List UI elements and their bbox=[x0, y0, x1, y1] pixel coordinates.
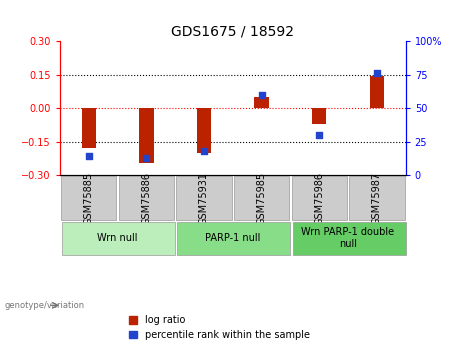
Bar bbox=[370, 76, 384, 108]
Legend: log ratio, percentile rank within the sample: log ratio, percentile rank within the sa… bbox=[130, 315, 310, 340]
Text: GSM75885: GSM75885 bbox=[84, 171, 94, 225]
FancyBboxPatch shape bbox=[234, 176, 290, 220]
Text: PARP-1 null: PARP-1 null bbox=[205, 233, 260, 243]
Bar bbox=[312, 108, 326, 124]
Point bbox=[200, 148, 207, 154]
Point bbox=[258, 92, 266, 98]
Text: GSM75886: GSM75886 bbox=[142, 171, 151, 225]
Text: GSM75985: GSM75985 bbox=[257, 171, 266, 225]
Bar bbox=[197, 108, 211, 153]
FancyBboxPatch shape bbox=[62, 221, 175, 255]
FancyBboxPatch shape bbox=[349, 176, 405, 220]
Bar bbox=[82, 108, 96, 148]
Point bbox=[142, 155, 150, 160]
FancyBboxPatch shape bbox=[61, 176, 116, 220]
Title: GDS1675 / 18592: GDS1675 / 18592 bbox=[171, 25, 294, 39]
Point bbox=[315, 132, 323, 138]
Point bbox=[85, 154, 92, 159]
FancyBboxPatch shape bbox=[177, 221, 290, 255]
Text: GSM75987: GSM75987 bbox=[372, 171, 382, 225]
Text: GSM75931: GSM75931 bbox=[199, 171, 209, 225]
FancyBboxPatch shape bbox=[293, 221, 406, 255]
FancyBboxPatch shape bbox=[118, 176, 174, 220]
Text: genotype/variation: genotype/variation bbox=[5, 301, 85, 310]
Text: GSM75986: GSM75986 bbox=[314, 171, 324, 225]
Bar bbox=[139, 108, 154, 163]
Text: Wrn null: Wrn null bbox=[97, 233, 138, 243]
FancyBboxPatch shape bbox=[176, 176, 231, 220]
Point bbox=[373, 71, 381, 76]
FancyBboxPatch shape bbox=[291, 176, 347, 220]
Text: Wrn PARP-1 double
null: Wrn PARP-1 double null bbox=[301, 227, 395, 249]
Bar bbox=[254, 97, 269, 108]
